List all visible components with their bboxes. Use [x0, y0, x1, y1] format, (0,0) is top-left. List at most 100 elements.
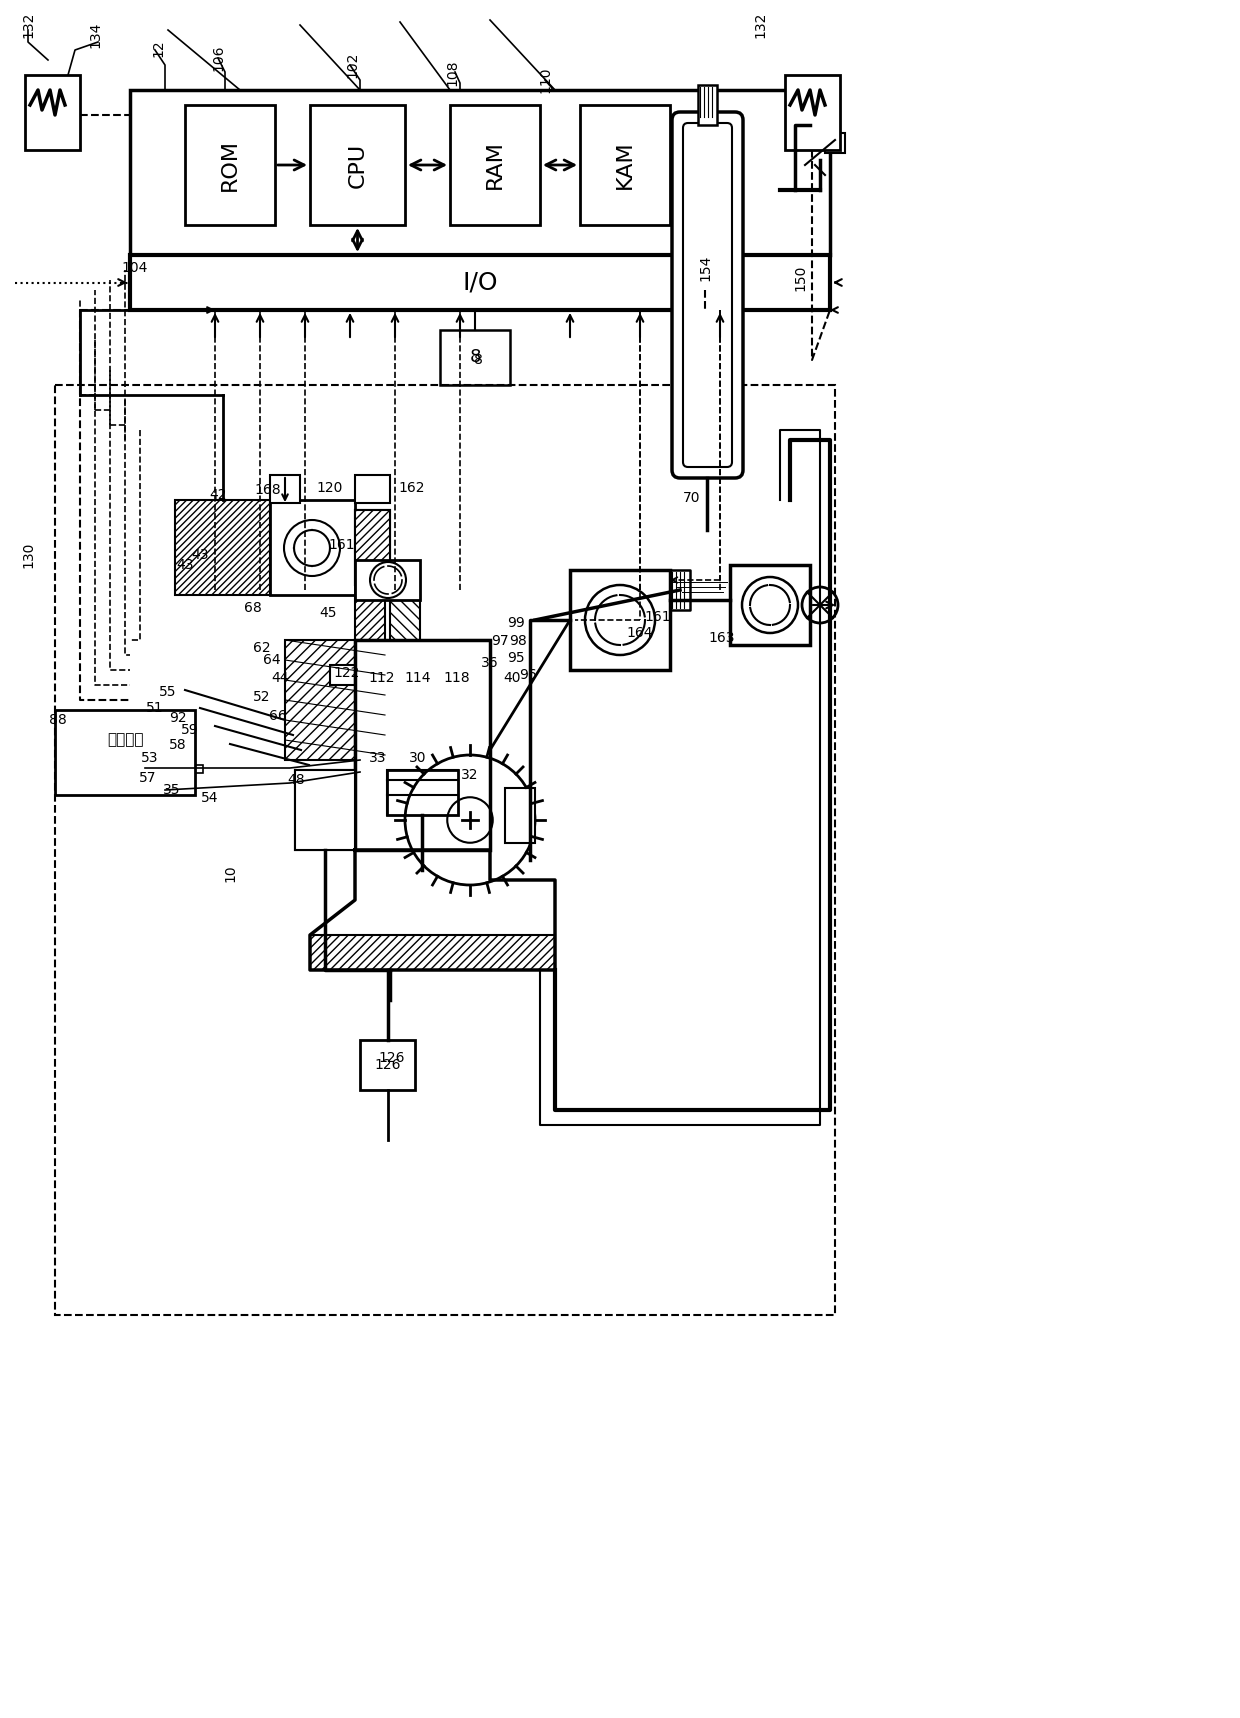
Text: 66: 66	[269, 710, 286, 723]
Bar	[310, 105, 405, 225]
Text: 35: 35	[164, 783, 181, 797]
Text: 161: 161	[645, 610, 671, 624]
Bar	[25, 76, 81, 149]
Text: 68: 68	[244, 601, 262, 615]
Text: 62: 62	[253, 641, 270, 655]
Text: 42: 42	[210, 488, 227, 502]
Text: 163: 163	[709, 631, 735, 644]
Text: 51: 51	[146, 701, 164, 715]
Text: 108: 108	[445, 60, 459, 86]
Bar	[55, 710, 195, 795]
Text: 59: 59	[181, 723, 198, 737]
Text: 54: 54	[201, 790, 218, 806]
Text: 168: 168	[254, 483, 281, 497]
Text: 64: 64	[263, 653, 280, 667]
Bar	[450, 105, 539, 225]
Bar	[191, 765, 203, 773]
Text: 70: 70	[683, 491, 701, 505]
Bar	[387, 770, 458, 814]
Text: 162: 162	[399, 481, 425, 495]
Text: 102: 102	[345, 52, 360, 79]
Text: 8: 8	[469, 349, 481, 366]
Bar	[570, 570, 670, 670]
Bar	[698, 84, 717, 125]
Text: ROM: ROM	[219, 139, 241, 191]
Text: KAM: KAM	[615, 141, 635, 189]
Text: 53: 53	[141, 751, 159, 765]
Text: 114: 114	[404, 672, 432, 685]
FancyBboxPatch shape	[683, 124, 732, 467]
Bar	[270, 500, 355, 594]
Bar	[580, 105, 670, 225]
Bar	[355, 510, 391, 586]
Text: 97: 97	[491, 634, 508, 648]
Text: 99: 99	[507, 617, 525, 631]
Bar	[355, 641, 384, 850]
Bar	[270, 474, 300, 503]
Text: 48: 48	[288, 773, 305, 787]
Text: 40: 40	[503, 672, 521, 685]
Text: 32: 32	[461, 768, 479, 782]
Bar	[730, 565, 810, 644]
Text: 43: 43	[191, 548, 208, 562]
Text: 30: 30	[409, 751, 427, 765]
Bar	[460, 641, 490, 850]
Text: 点火系统: 点火系统	[107, 732, 144, 747]
Text: 106: 106	[211, 45, 224, 70]
Text: 118: 118	[444, 672, 470, 685]
Text: CPU: CPU	[347, 143, 367, 187]
Bar	[387, 770, 458, 814]
Text: 33: 33	[370, 751, 387, 765]
Bar	[130, 254, 830, 309]
Text: 92: 92	[169, 711, 187, 725]
Bar	[295, 770, 355, 850]
Text: 58: 58	[169, 739, 187, 752]
Text: 126: 126	[374, 1058, 401, 1072]
Bar	[175, 500, 270, 594]
Bar	[355, 510, 391, 586]
Text: 12: 12	[151, 40, 165, 57]
Bar	[355, 641, 490, 850]
Bar	[391, 594, 420, 775]
FancyBboxPatch shape	[672, 112, 743, 478]
Bar	[825, 132, 844, 153]
Text: 8: 8	[474, 352, 482, 368]
Bar	[355, 594, 384, 775]
Text: 104: 104	[122, 261, 149, 275]
Bar	[185, 105, 275, 225]
Bar	[55, 385, 835, 1314]
Bar	[330, 665, 355, 685]
Text: 44: 44	[272, 672, 289, 685]
Bar	[505, 789, 534, 844]
Text: 120: 120	[316, 481, 343, 495]
Text: 88: 88	[50, 713, 67, 727]
Text: I/O: I/O	[463, 270, 497, 294]
Text: 57: 57	[139, 771, 156, 785]
Bar	[355, 560, 420, 600]
Text: 96: 96	[520, 668, 537, 682]
Text: 112: 112	[368, 672, 396, 685]
Bar	[285, 641, 360, 759]
Bar	[155, 715, 167, 723]
Text: 55: 55	[159, 685, 177, 699]
Text: 154: 154	[698, 254, 712, 282]
Text: 36: 36	[481, 656, 498, 670]
Text: RAM: RAM	[485, 141, 505, 189]
Bar	[295, 770, 355, 850]
Text: 132: 132	[753, 12, 768, 38]
Bar	[310, 935, 556, 971]
Text: 52: 52	[253, 691, 270, 704]
Text: 95: 95	[507, 651, 525, 665]
Bar	[130, 89, 830, 254]
Bar	[360, 1039, 415, 1089]
Bar	[355, 474, 391, 503]
Bar	[785, 76, 839, 149]
Text: 45: 45	[319, 606, 337, 620]
Text: 164: 164	[626, 625, 653, 641]
Text: 150: 150	[794, 265, 807, 290]
Text: 126: 126	[378, 1051, 405, 1065]
Text: 134: 134	[88, 22, 102, 48]
Text: 10: 10	[223, 864, 237, 881]
Text: 98: 98	[510, 634, 527, 648]
Text: 130: 130	[21, 541, 35, 569]
